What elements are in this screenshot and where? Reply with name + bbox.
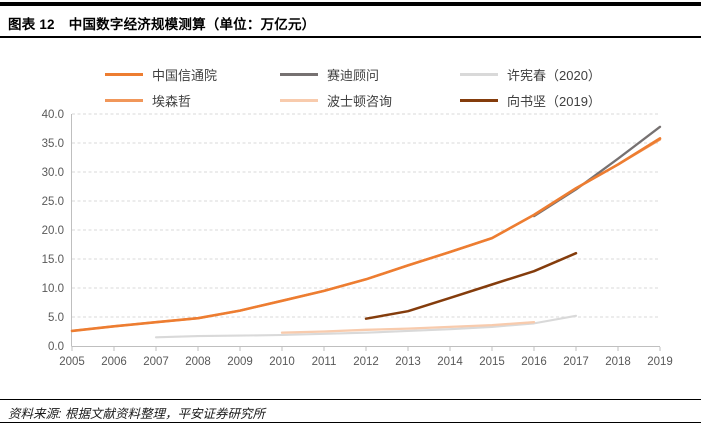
chart-plot-area: 0.0 5.0 10.0 15.0 20.0 25.0 30.0 35.0 40.0 2005 20…: [42, 109, 673, 368]
legend-label: 波士顿咨询: [327, 93, 393, 109]
legend-line-swatch: [460, 72, 498, 76]
y-axis-label: 20.0: [42, 225, 64, 237]
x-axis-label: 2009: [227, 356, 253, 368]
legend-item: 向书坚（2019）: [460, 91, 690, 110]
x-axis-label: 2017: [563, 356, 589, 368]
footer-divider-top: [0, 399, 701, 400]
x-axis-label: 2006: [101, 356, 127, 368]
legend-label: 中国信通院: [152, 67, 218, 83]
y-axis-label: 5.0: [48, 312, 64, 324]
x-axis-label: 2016: [521, 356, 547, 368]
x-axis-label: 2014: [437, 356, 463, 368]
x-axis-label: 2019: [647, 356, 673, 368]
legend-label: 埃森哲: [152, 93, 192, 109]
y-axis-label: 40.0: [42, 109, 64, 121]
source-note: 资料来源: 根据文献资料整理，平安证券研究所: [8, 407, 265, 421]
chart-legend: 中国信通院 赛迪顾问 许宪春（2020） 埃森哲 波士顿咨询 向书坚（2019）: [105, 61, 690, 113]
y-axis-label: 30.0: [42, 167, 64, 179]
series-line: [364, 251, 578, 320]
header-top-bar: [0, 2, 701, 6]
series-line: [70, 137, 662, 333]
x-axis-label: 2018: [605, 356, 631, 368]
legend-item: 许宪春（2020）: [460, 65, 690, 84]
x-axis-label: 2011: [312, 356, 337, 368]
y-axis-label: 10.0: [42, 283, 64, 295]
x-axis-label: 2013: [395, 356, 421, 368]
x-axis-label: 2015: [479, 356, 505, 368]
series-line: [70, 138, 662, 333]
footer-divider-bottom: [0, 422, 701, 423]
chart-title-prefix: 图表 12: [8, 17, 55, 32]
x-axis-label: 2010: [269, 356, 295, 368]
x-axis-label: 2007: [143, 356, 169, 368]
legend-item: 波士顿咨询: [280, 91, 460, 110]
x-axis-label: 2008: [185, 356, 211, 368]
legend-item: 中国信通院: [105, 65, 280, 84]
y-axis-label: 25.0: [42, 196, 64, 208]
legend-item: 埃森哲: [105, 91, 280, 110]
chart-title: 图表 12 中国数字经济规模测算（单位：万亿元）: [8, 13, 698, 33]
series-line: [280, 321, 536, 334]
y-axis-label: 15.0: [42, 254, 64, 266]
title-divider-line: [0, 36, 701, 38]
chart-title-text: 中国数字经济规模测算（单位：万亿元）: [68, 17, 316, 32]
legend-line-swatch: [280, 72, 318, 76]
y-axis-label: 35.0: [42, 138, 64, 150]
series-line: [154, 314, 578, 339]
legend-line-swatch: [280, 98, 318, 102]
legend-item: 赛迪顾问: [280, 65, 460, 84]
x-axis-label: 2005: [59, 356, 85, 368]
legend-line-swatch: [460, 98, 498, 102]
y-axis-label: 0.0: [48, 341, 64, 353]
legend-label: 赛迪顾问: [327, 67, 380, 83]
legend-line-swatch: [105, 72, 143, 76]
legend-label: 许宪春（2020）: [507, 67, 601, 83]
legend-line-swatch: [105, 98, 143, 102]
x-axis-label: 2012: [353, 356, 379, 368]
legend-label: 向书坚（2019）: [507, 93, 601, 109]
